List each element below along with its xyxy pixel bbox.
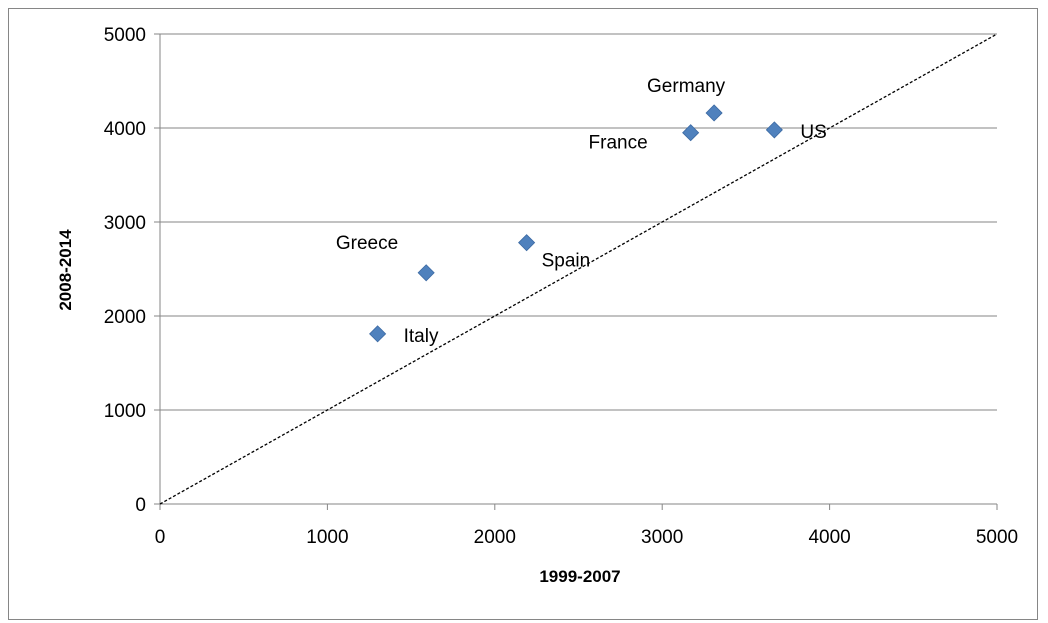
x-tick-label: 0 [155,527,166,548]
data-label-us: US [800,122,826,143]
x-tick-label: 5000 [976,527,1018,548]
data-labels: Italy Greece Spain France Germany US [336,76,827,347]
x-tick-label: 4000 [808,527,850,548]
axes [154,33,998,510]
data-label-france: France [589,133,648,154]
data-point-france [682,124,700,142]
y-axis-title: 2008-2014 [56,229,75,311]
data-label-italy: Italy [404,326,439,347]
y-tick-label: 4000 [104,119,146,140]
chart-frame [8,8,1038,620]
data-point-greece [417,264,435,282]
data-label-spain: Spain [542,251,591,272]
x-axis-title: 1999-2007 [539,567,620,586]
x-tick-label: 3000 [641,527,683,548]
x-tick-label: 2000 [474,527,516,548]
data-label-greece: Greece [336,233,398,254]
y-tick-label: 5000 [104,25,146,46]
data-points [369,104,783,343]
data-point-italy [369,325,387,343]
y-tick-label: 3000 [104,213,146,234]
gridlines [160,33,997,411]
data-point-us [765,121,783,139]
data-label-germany: Germany [647,76,726,97]
tick-labels: 0 1000 2000 3000 4000 5000 0 1000 2000 3000 4000 50… [104,25,1018,548]
data-point-spain [518,234,536,252]
y-tick-label: 0 [135,495,146,516]
x-tick-label: 1000 [306,527,348,548]
y-tick-label: 2000 [104,307,146,328]
data-point-germany [705,104,723,122]
y-tick-label: 1000 [104,401,146,422]
